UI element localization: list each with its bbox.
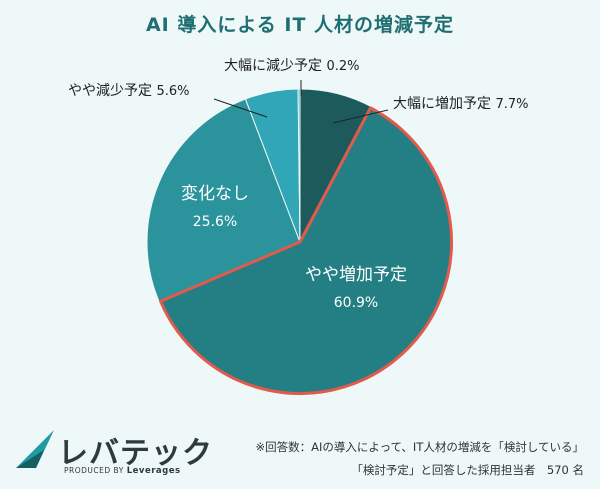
- slice-value-4: 5.6%: [156, 84, 189, 99]
- footnote-line-2: 「検討予定」と回答した採用担当者 570 名: [351, 463, 584, 477]
- slice-label-3: 変化なし: [181, 184, 249, 204]
- slice-label-5: 大幅に減少予定 0.2%: [224, 57, 359, 74]
- logo-name: レバテック: [58, 436, 213, 471]
- leader-line-1: [332, 109, 389, 124]
- pie-slice-5: [297, 88, 301, 243]
- logo-tagline-prefix: PRODUCED BY: [64, 466, 124, 475]
- slice-label-1: 大幅に増加予定 7.7%: [393, 96, 528, 112]
- slice-value-2: 60.9%: [334, 295, 378, 311]
- slice-value-5: 0.2%: [326, 59, 359, 74]
- slice-value-3: 25.6%: [193, 214, 237, 230]
- slice-label-2: やや増加予定: [305, 265, 407, 285]
- pie-slice-3: [146, 98, 301, 303]
- logo-tagline-brand: Leverages: [126, 466, 181, 476]
- leader-line-4: [213, 98, 268, 118]
- slice-label-4: やや減少予定 5.6%: [68, 82, 189, 99]
- chart-title: AI 導入による IT 人材の増減予定: [145, 14, 455, 36]
- slice-value-1: 7.7%: [495, 97, 528, 112]
- leverages-logo-icon: [16, 430, 54, 468]
- pie-slice-highlight: [159, 106, 453, 395]
- logo-tagline: PRODUCED BY Leverages: [64, 466, 181, 476]
- footnote-line-1: ※回答数：AIの導入によって、IT人材の増減を「検討している」: [255, 440, 584, 454]
